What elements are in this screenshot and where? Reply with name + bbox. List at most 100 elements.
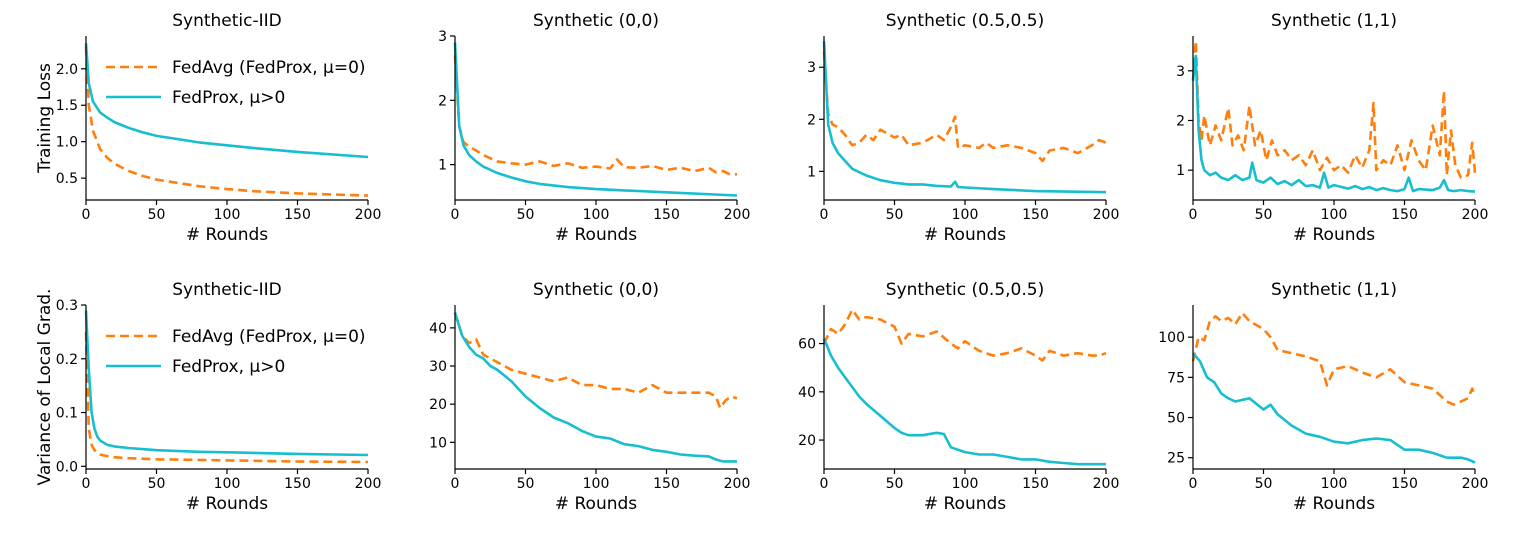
panel-title: Synthetic (1,1) xyxy=(1271,280,1397,300)
x-tick-label: 150 xyxy=(653,476,680,492)
panel-title: Synthetic (0,0) xyxy=(533,11,659,31)
fedavg-series-line xyxy=(84,331,369,464)
fedavg-series-line xyxy=(1191,39,1477,179)
y-tick-label: 3 xyxy=(438,29,447,45)
x-tick-label: 200 xyxy=(355,207,382,223)
y-tick-label: 25 xyxy=(1167,451,1185,467)
fedprox-series-line xyxy=(453,312,737,463)
x-tick-label: 0 xyxy=(820,476,829,492)
legend: FedAvg (FedProx, μ=0) FedProx, μ>0 xyxy=(106,327,366,377)
y-tick-label: 75 xyxy=(1167,370,1185,386)
panel-title: Synthetic (0.5,0.5) xyxy=(886,11,1044,31)
fedprox-series-line xyxy=(84,43,369,159)
y-tick-label: 2 xyxy=(438,93,447,109)
x-tick-label: 100 xyxy=(214,207,241,223)
fedprox-series-line xyxy=(822,41,1107,194)
y-tick-label: 3 xyxy=(1176,64,1185,80)
x-tick-label: 0 xyxy=(451,207,460,223)
x-axis-label: # Rounds xyxy=(924,494,1006,514)
chart-panel-2: Synthetic (0,0) 0 50 100 150 200 1 2 3 # Rounds xyxy=(438,11,750,245)
fedprox-series-line xyxy=(1192,352,1476,464)
x-tick-label: 0 xyxy=(82,476,91,492)
x-tick-label: 150 xyxy=(1391,476,1418,492)
y-axis-label: Training Loss xyxy=(35,63,55,174)
chart-panel-6: Synthetic (0,0) 0 50 100 150 200 10 20 30 40 # Rou… xyxy=(429,280,750,514)
x-axis-label: # Rounds xyxy=(555,494,637,514)
fedprox-series-line xyxy=(453,42,738,197)
y-tick-label: 60 xyxy=(798,337,816,353)
x-tick-label: 200 xyxy=(1093,476,1120,492)
fedavg-series-line xyxy=(84,46,369,197)
x-tick-label: 100 xyxy=(952,476,979,492)
fedavg-series-line xyxy=(822,308,1107,362)
fedavg-series-line xyxy=(1191,311,1477,407)
panel-title: Synthetic (0,0) xyxy=(533,280,659,300)
legend: FedAvg (FedProx, μ=0) FedProx, μ>0 xyxy=(106,58,366,108)
x-tick-label: 100 xyxy=(952,207,979,223)
fedprox-series-line xyxy=(1191,54,1476,193)
y-tick-label: 1 xyxy=(438,158,447,174)
y-tick-label: 2 xyxy=(1176,113,1185,129)
y-tick-label: 100 xyxy=(1158,330,1185,346)
x-tick-label: 100 xyxy=(583,207,610,223)
y-tick-label: 1.5 xyxy=(56,98,78,114)
legend-fedavg-label: FedAvg (FedProx, μ=0) xyxy=(172,58,366,78)
x-axis-label: # Rounds xyxy=(1293,225,1375,245)
y-tick-label: 1.0 xyxy=(56,135,78,151)
x-tick-label: 200 xyxy=(1462,476,1489,492)
x-tick-label: 200 xyxy=(724,207,751,223)
y-tick-label: 30 xyxy=(429,359,447,375)
x-tick-label: 0 xyxy=(1189,207,1198,223)
legend-fedavg-label: FedAvg (FedProx, μ=0) xyxy=(172,327,366,347)
x-tick-label: 150 xyxy=(1022,476,1049,492)
y-tick-label: 20 xyxy=(798,433,816,449)
y-tick-label: 2 xyxy=(807,112,816,128)
y-tick-label: 0.5 xyxy=(56,171,78,187)
x-tick-label: 200 xyxy=(355,476,382,492)
x-tick-label: 50 xyxy=(1255,207,1273,223)
x-tick-label: 150 xyxy=(1022,207,1049,223)
x-tick-label: 100 xyxy=(583,476,610,492)
x-tick-label: 150 xyxy=(284,207,311,223)
panel-title: Synthetic (0.5,0.5) xyxy=(886,280,1044,300)
x-tick-label: 100 xyxy=(1321,207,1348,223)
x-tick-label: 100 xyxy=(1321,476,1348,492)
panel-title: Synthetic-IID xyxy=(172,11,282,31)
y-tick-label: 0.0 xyxy=(56,459,78,475)
y-tick-label: 0.2 xyxy=(56,352,78,368)
x-tick-label: 150 xyxy=(1391,207,1418,223)
y-tick-label: 1 xyxy=(807,164,816,180)
chart-panel-4: Synthetic (1,1) 0 50 100 150 200 1 2 3 # Rounds xyxy=(1176,11,1488,245)
chart-panel-7: Synthetic (0.5,0.5) 0 50 100 150 200 20 40 60 # R… xyxy=(798,280,1119,514)
x-tick-label: 200 xyxy=(1462,207,1489,223)
x-tick-label: 50 xyxy=(886,476,904,492)
x-tick-label: 50 xyxy=(517,476,535,492)
x-axis-label: # Rounds xyxy=(924,225,1006,245)
x-tick-label: 50 xyxy=(517,207,535,223)
y-tick-label: 50 xyxy=(1167,411,1185,427)
x-axis-label: # Rounds xyxy=(186,225,268,245)
fedprox-series-line xyxy=(84,310,369,457)
y-tick-label: 2.0 xyxy=(56,62,78,78)
fedprox-series-line xyxy=(822,338,1106,466)
y-axis-label: Variance of Local Grad. xyxy=(35,289,55,486)
legend-fedprox-label: FedProx, μ>0 xyxy=(172,357,285,377)
x-tick-label: 50 xyxy=(1255,476,1273,492)
y-tick-label: 0.3 xyxy=(56,298,78,314)
legend-fedprox-label: FedProx, μ>0 xyxy=(172,88,285,108)
panel-title: Synthetic-IID xyxy=(172,280,282,300)
x-axis-label: # Rounds xyxy=(186,494,268,514)
y-tick-label: 10 xyxy=(429,435,447,451)
x-tick-label: 0 xyxy=(1189,476,1198,492)
x-tick-label: 0 xyxy=(820,207,829,223)
x-tick-label: 0 xyxy=(451,476,460,492)
x-tick-label: 50 xyxy=(148,207,166,223)
chart-panel-3: Synthetic (0.5,0.5) 0 50 100 150 200 1 2 3 # Roun… xyxy=(807,11,1119,245)
y-tick-label: 40 xyxy=(429,321,447,337)
chart-panel-1: Synthetic-IID 0 50 100 150 200 0.5 1.0 1.5 2.0 # R… xyxy=(35,11,381,245)
x-tick-label: 50 xyxy=(148,476,166,492)
x-tick-label: 200 xyxy=(724,476,751,492)
x-tick-label: 100 xyxy=(214,476,241,492)
y-tick-label: 0.1 xyxy=(56,406,78,422)
